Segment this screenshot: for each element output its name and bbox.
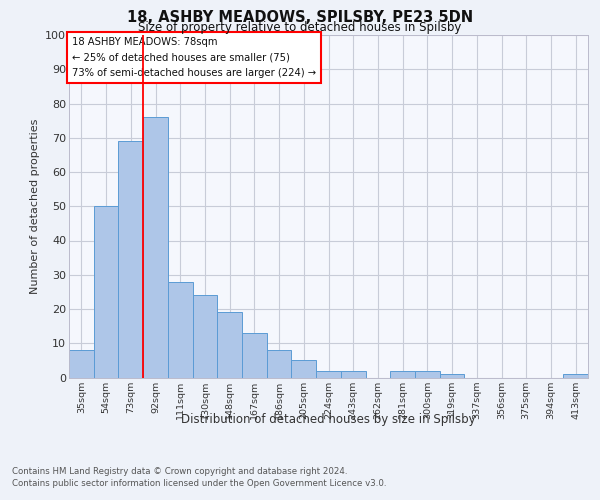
Bar (94, 206, 118, 378)
Bar (440, 374, 464, 378)
Bar (390, 370, 415, 378)
Bar (193, 296, 217, 378)
Bar (563, 374, 588, 378)
Bar (341, 370, 365, 378)
Bar (143, 117, 168, 378)
Bar (69, 350, 94, 378)
Bar (118, 141, 143, 378)
Bar (292, 360, 316, 378)
Text: 18, ASHBY MEADOWS, SPILSBY, PE23 5DN: 18, ASHBY MEADOWS, SPILSBY, PE23 5DN (127, 10, 473, 25)
Bar (267, 350, 292, 378)
Bar (168, 282, 193, 378)
Text: Contains public sector information licensed under the Open Government Licence v3: Contains public sector information licen… (12, 479, 386, 488)
Text: Size of property relative to detached houses in Spilsby: Size of property relative to detached ho… (139, 22, 461, 35)
Bar (415, 370, 440, 378)
Bar (242, 333, 267, 378)
Bar (217, 312, 242, 378)
Text: Contains HM Land Registry data © Crown copyright and database right 2024.: Contains HM Land Registry data © Crown c… (12, 468, 347, 476)
Bar (316, 370, 341, 378)
Text: 18 ASHBY MEADOWS: 78sqm
← 25% of detached houses are smaller (75)
73% of semi-de: 18 ASHBY MEADOWS: 78sqm ← 25% of detache… (71, 36, 316, 78)
Text: Distribution of detached houses by size in Spilsby: Distribution of detached houses by size … (181, 412, 476, 426)
Y-axis label: Number of detached properties: Number of detached properties (29, 118, 40, 294)
